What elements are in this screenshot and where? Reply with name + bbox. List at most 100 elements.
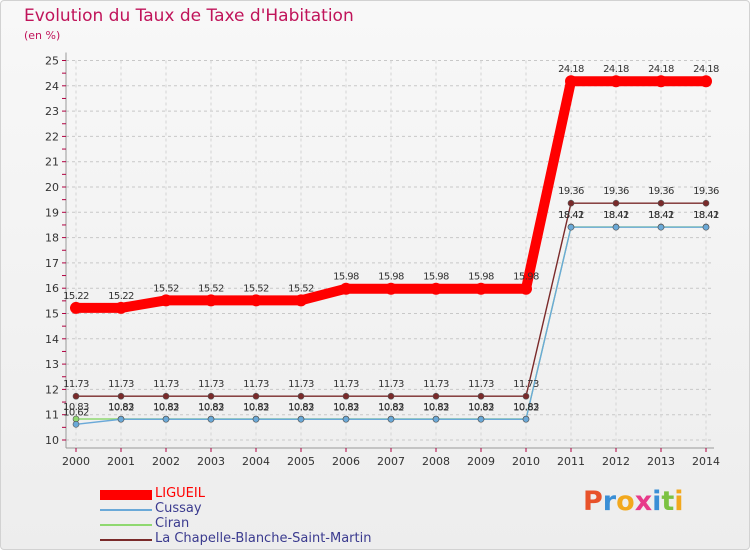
data-point <box>612 199 620 207</box>
data-label: 18.41 <box>648 210 674 221</box>
data-point <box>162 392 170 400</box>
data-label: 10.82 <box>423 402 449 413</box>
data-label: 10.82 <box>513 402 539 413</box>
data-point <box>117 392 125 400</box>
y-tick-label: 24 <box>45 80 59 93</box>
data-point <box>700 75 712 88</box>
data-label: 15.98 <box>423 272 449 283</box>
data-point <box>72 392 80 400</box>
data-point <box>252 392 260 400</box>
data-point <box>432 415 440 423</box>
legend-swatch <box>100 490 152 500</box>
data-label: 15.98 <box>333 272 359 283</box>
legend-swatch <box>100 539 152 541</box>
data-label: 10.83 <box>333 402 359 413</box>
data-point <box>702 199 710 207</box>
x-tick-label: 2012 <box>602 455 630 468</box>
data-point <box>477 392 485 400</box>
data-label: 10.82 <box>288 402 314 413</box>
data-label: 24.18 <box>693 64 719 75</box>
data-point <box>252 415 260 423</box>
data-point <box>297 415 305 423</box>
data-label: 19.36 <box>648 186 674 197</box>
legend-label: LIGUEIL <box>155 486 205 501</box>
x-tick-label: 2014 <box>692 455 720 468</box>
logo-letter: P <box>583 486 603 517</box>
data-label: 15.98 <box>378 272 404 283</box>
x-tick-label: 2002 <box>152 455 180 468</box>
data-label: 24.18 <box>558 64 584 75</box>
data-point <box>522 415 530 423</box>
data-label: 18.41 <box>558 210 584 221</box>
data-label: 18.42 <box>648 210 674 221</box>
data-point <box>477 415 485 423</box>
data-label: 18.41 <box>693 210 719 221</box>
legend-swatch <box>100 524 152 526</box>
data-point <box>297 392 305 400</box>
y-tick-label: 12 <box>45 383 59 396</box>
data-point <box>342 415 350 423</box>
x-tick-label: 2003 <box>197 455 225 468</box>
logo-letter: o <box>616 486 635 517</box>
data-point <box>342 392 350 400</box>
data-point <box>72 421 80 428</box>
data-point <box>657 223 665 231</box>
data-label: 10.83 <box>468 402 494 413</box>
data-point <box>702 223 710 231</box>
data-label: 19.36 <box>603 186 629 197</box>
data-label: 11.73 <box>288 379 314 390</box>
data-label: 10.83 <box>378 402 404 413</box>
data-point <box>432 392 440 400</box>
x-tick-label: 2013 <box>647 455 675 468</box>
data-label: 10.83 <box>513 402 539 413</box>
data-label: 24.18 <box>603 64 629 75</box>
data-point <box>115 301 127 314</box>
data-label: 15.22 <box>108 291 134 302</box>
legend-label: Cussay <box>155 501 202 516</box>
data-label: 15.52 <box>153 283 179 294</box>
data-label: 10.82 <box>198 402 224 413</box>
y-tick-label: 10 <box>45 434 59 447</box>
data-label: 10.83 <box>63 402 89 413</box>
logo-letter: i <box>674 486 684 517</box>
data-point <box>522 392 530 400</box>
data-label: 10.82 <box>378 402 404 413</box>
data-label: 15.52 <box>198 283 224 294</box>
x-tick-label: 2011 <box>557 455 585 468</box>
data-label: 18.42 <box>558 210 584 221</box>
x-tick-label: 2008 <box>422 455 450 468</box>
data-label: 18.42 <box>603 210 629 221</box>
x-tick-label: 2001 <box>107 455 135 468</box>
data-label: 10.83 <box>198 402 224 413</box>
data-label: 11.73 <box>108 379 134 390</box>
data-label: 11.73 <box>513 379 539 390</box>
data-label: 11.73 <box>198 379 224 390</box>
legend-swatch <box>100 509 152 511</box>
data-label: 10.82 <box>333 402 359 413</box>
data-point <box>205 294 217 307</box>
x-tick-label: 2005 <box>287 455 315 468</box>
data-label: 15.52 <box>243 283 269 294</box>
x-tick-label: 2006 <box>332 455 360 468</box>
data-label: 10.82 <box>468 402 494 413</box>
data-point <box>475 282 487 295</box>
data-label: 11.73 <box>378 379 404 390</box>
y-tick-label: 19 <box>45 206 59 219</box>
data-point <box>162 415 170 423</box>
data-label: 15.98 <box>513 272 539 283</box>
x-tick-label: 2000 <box>62 455 90 468</box>
data-point <box>117 415 125 423</box>
y-tick-label: 15 <box>45 308 59 321</box>
data-label: 15.98 <box>468 272 494 283</box>
x-tick-label: 2004 <box>242 455 270 468</box>
y-tick-label: 11 <box>45 409 59 422</box>
y-tick-label: 20 <box>45 181 59 194</box>
data-label: 24.18 <box>648 64 674 75</box>
y-tick-label: 14 <box>45 333 59 346</box>
data-label: 10.82 <box>153 402 179 413</box>
logo-letter: i <box>652 486 662 517</box>
data-label: 18.41 <box>603 210 629 221</box>
y-tick-label: 18 <box>45 232 59 245</box>
data-point <box>387 392 395 400</box>
